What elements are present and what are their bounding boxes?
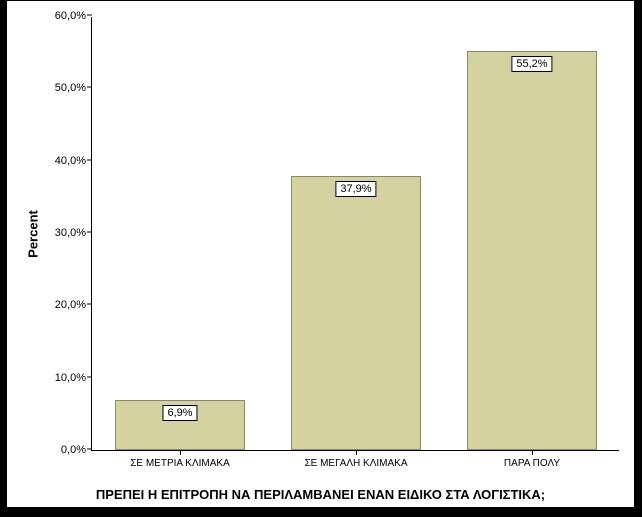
y-tick-label: 20,0%: [55, 299, 92, 311]
bar-value-label: 55,2%: [511, 56, 552, 72]
chart-root: 0,0% 10,0% 20,0% 30,0% 40,0% 50,0% 60,0% 6,9% ΣΕ…: [0, 0, 642, 517]
y-tick-mark: [87, 304, 92, 305]
y-tick-mark: [87, 15, 92, 16]
y-tick-mark: [87, 159, 92, 160]
y-tick-mark: [87, 449, 92, 450]
y-axis-label: Percent: [26, 210, 41, 258]
y-tick-mark: [87, 232, 92, 233]
x-category-label: ΠΑΡΑ ΠΟΛΥ: [504, 450, 560, 469]
x-category-label: ΣΕ ΜΕΓΑΛΗ ΚΛΙΜΑΚΑ: [304, 450, 407, 469]
x-axis-label: ΠΡΕΠΕΙ Η ΕΠΙΤΡΟΠΗ ΝΑ ΠΕΡΙΛΑΜΒΑΝΕΙ ΕΝΑΝ Ε…: [96, 487, 545, 502]
y-tick-label: 50,0%: [55, 82, 92, 94]
bar: 55,2%: [467, 51, 597, 450]
bar-value-label: 37,9%: [335, 181, 376, 197]
y-tick-label: 0,0%: [61, 444, 92, 456]
y-tick-label: 10,0%: [55, 372, 92, 384]
y-tick-mark: [87, 376, 92, 377]
y-tick-mark: [87, 87, 92, 88]
bar: 37,9%: [291, 176, 421, 450]
y-tick-label: 40,0%: [55, 155, 92, 167]
bar: 6,9%: [115, 400, 245, 450]
bar-value-label: 6,9%: [162, 405, 197, 421]
plot-area: 0,0%10,0%20,0%30,0%40,0%50,0%60,0%6,9%ΣΕ…: [91, 17, 619, 451]
y-tick-label: 30,0%: [55, 227, 92, 239]
y-tick-label: 60,0%: [55, 10, 92, 22]
x-category-label: ΣΕ ΜΕΤΡΙΑ ΚΛΙΜΑΚΑ: [130, 450, 230, 469]
chart-panel: 0,0% 10,0% 20,0% 30,0% 40,0% 50,0% 60,0% 6,9% ΣΕ…: [6, 0, 635, 508]
